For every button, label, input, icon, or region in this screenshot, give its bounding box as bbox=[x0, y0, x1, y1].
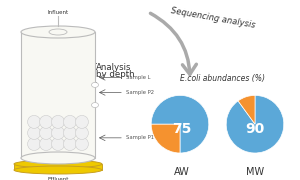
Text: Sequencing analysis: Sequencing analysis bbox=[170, 6, 256, 30]
Wedge shape bbox=[151, 95, 209, 153]
Circle shape bbox=[52, 115, 64, 128]
Text: Sample P1: Sample P1 bbox=[126, 135, 154, 140]
Text: AW: AW bbox=[174, 167, 190, 177]
FancyArrowPatch shape bbox=[151, 13, 196, 74]
Wedge shape bbox=[226, 95, 284, 153]
Ellipse shape bbox=[21, 152, 95, 164]
Text: Sample P2: Sample P2 bbox=[126, 90, 154, 95]
Circle shape bbox=[28, 138, 40, 150]
Text: Effluent: Effluent bbox=[47, 177, 69, 180]
Text: MW: MW bbox=[246, 167, 264, 177]
Ellipse shape bbox=[14, 166, 102, 174]
Text: Sample L: Sample L bbox=[126, 75, 151, 80]
Circle shape bbox=[40, 115, 52, 128]
Circle shape bbox=[40, 138, 52, 150]
Circle shape bbox=[52, 126, 64, 140]
Circle shape bbox=[64, 115, 76, 128]
Ellipse shape bbox=[21, 26, 95, 38]
Text: by depth: by depth bbox=[96, 70, 135, 79]
Ellipse shape bbox=[92, 103, 98, 108]
Ellipse shape bbox=[92, 82, 98, 87]
Circle shape bbox=[28, 115, 40, 128]
Circle shape bbox=[52, 138, 64, 150]
Circle shape bbox=[28, 126, 40, 140]
Circle shape bbox=[40, 126, 52, 140]
FancyBboxPatch shape bbox=[14, 164, 102, 170]
Text: 90: 90 bbox=[245, 122, 265, 136]
Circle shape bbox=[64, 138, 76, 150]
FancyBboxPatch shape bbox=[21, 32, 95, 158]
Text: Analysis: Analysis bbox=[96, 63, 131, 72]
Ellipse shape bbox=[14, 160, 102, 168]
Wedge shape bbox=[151, 124, 180, 153]
Circle shape bbox=[75, 138, 88, 150]
Ellipse shape bbox=[49, 29, 67, 35]
Text: 75: 75 bbox=[172, 122, 191, 136]
Text: Influent: Influent bbox=[47, 10, 69, 15]
Circle shape bbox=[75, 126, 88, 140]
Text: E.coli abundances (%): E.coli abundances (%) bbox=[179, 74, 265, 83]
Wedge shape bbox=[238, 95, 255, 124]
Circle shape bbox=[64, 126, 76, 140]
Circle shape bbox=[75, 115, 88, 128]
